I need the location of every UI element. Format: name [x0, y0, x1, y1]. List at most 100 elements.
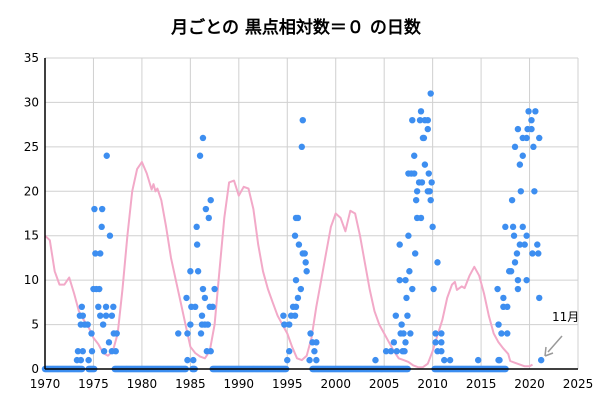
data-point: [411, 170, 418, 177]
data-point: [209, 303, 216, 310]
data-point: [417, 108, 425, 115]
data-point: [438, 348, 445, 355]
data-point: [77, 356, 85, 364]
data-point: [500, 294, 507, 302]
data-point: [193, 241, 201, 248]
data-point: [280, 312, 287, 319]
data-point: [187, 268, 194, 275]
data-point: [532, 108, 539, 115]
data-point: [413, 188, 421, 195]
data-point: [516, 241, 524, 248]
data-point: [424, 125, 431, 133]
data-point: [514, 276, 522, 284]
data-point: [194, 268, 202, 275]
data-point: [514, 285, 522, 293]
data-point: [438, 330, 445, 337]
data-point: [301, 250, 308, 257]
data-point: [537, 356, 545, 364]
data-point: [400, 330, 407, 337]
x-tick-label: 2015: [466, 377, 497, 391]
x-tick-label: 2005: [369, 377, 400, 391]
data-point: [519, 223, 526, 231]
data-point: [417, 214, 425, 222]
data-point: [183, 294, 190, 302]
data-point: [398, 321, 405, 328]
data-point: [421, 161, 429, 168]
data-point: [523, 134, 530, 142]
y-tick-label: 10: [24, 273, 39, 287]
data-point: [204, 321, 212, 328]
data-point: [175, 330, 182, 337]
data-point: [306, 356, 313, 364]
y-tick-label: 20: [24, 184, 39, 198]
data-point: [411, 250, 419, 257]
data-point: [416, 117, 424, 124]
data-point: [514, 125, 522, 133]
data-point: [405, 232, 412, 239]
x-tick-label: 1980: [127, 377, 158, 391]
data-point: [441, 356, 448, 364]
data-point: [536, 294, 543, 302]
data-point: [79, 348, 86, 355]
data-point: [201, 294, 209, 302]
data-point: [307, 330, 314, 337]
annotation-label: 11月: [552, 310, 579, 324]
data-point: [516, 161, 524, 168]
data-point: [96, 285, 103, 293]
data-point: [513, 250, 521, 257]
data-point: [432, 330, 439, 337]
data-point: [528, 117, 535, 124]
data-point: [95, 303, 102, 310]
data-point: [294, 294, 302, 302]
x-tick-label: 1970: [30, 377, 61, 391]
data-point: [494, 285, 501, 293]
data-point: [426, 188, 433, 195]
data-point: [105, 339, 113, 346]
y-tick-label: 0: [31, 362, 39, 376]
data-point: [396, 241, 403, 248]
data-point: [85, 356, 92, 364]
data-point: [196, 152, 204, 159]
data-point: [311, 348, 318, 355]
annotation-arrowhead-icon: [544, 346, 554, 357]
data-point: [387, 348, 395, 355]
data-point: [392, 312, 400, 319]
data-point: [102, 303, 110, 310]
data-point: [406, 268, 413, 275]
annotation-arrow-shaft: [547, 335, 563, 353]
data-point: [281, 321, 288, 328]
data-point: [286, 321, 293, 328]
data-point: [98, 205, 106, 213]
data-point: [504, 330, 511, 337]
data-point: [92, 250, 99, 257]
y-tick-label: 5: [31, 318, 39, 332]
data-point: [199, 285, 207, 293]
data-point: [302, 259, 309, 266]
data-point: [401, 348, 408, 355]
data-point: [510, 232, 518, 239]
data-point: [295, 241, 303, 248]
data-point: [523, 276, 530, 284]
data-point: [535, 250, 542, 257]
data-point: [534, 241, 541, 248]
data-point: [523, 232, 530, 239]
data-point: [427, 90, 434, 97]
data-point: [313, 356, 320, 364]
data-point: [102, 312, 110, 319]
data-point: [98, 223, 105, 231]
data-point: [507, 268, 515, 275]
data-point: [446, 356, 454, 364]
chart-title: 月ごとの 黒点相対数＝０ の日数: [170, 17, 422, 38]
data-point: [530, 143, 537, 151]
x-tick-label: 2010: [417, 377, 448, 391]
data-point: [79, 312, 86, 319]
data-point: [297, 285, 305, 293]
data-point: [495, 321, 502, 328]
x-tick-label: 1995: [272, 377, 303, 391]
data-point: [432, 339, 439, 346]
data-point: [291, 312, 299, 319]
data-point: [407, 330, 414, 337]
data-point: [184, 356, 191, 364]
x-tick-label: 2020: [514, 377, 545, 391]
